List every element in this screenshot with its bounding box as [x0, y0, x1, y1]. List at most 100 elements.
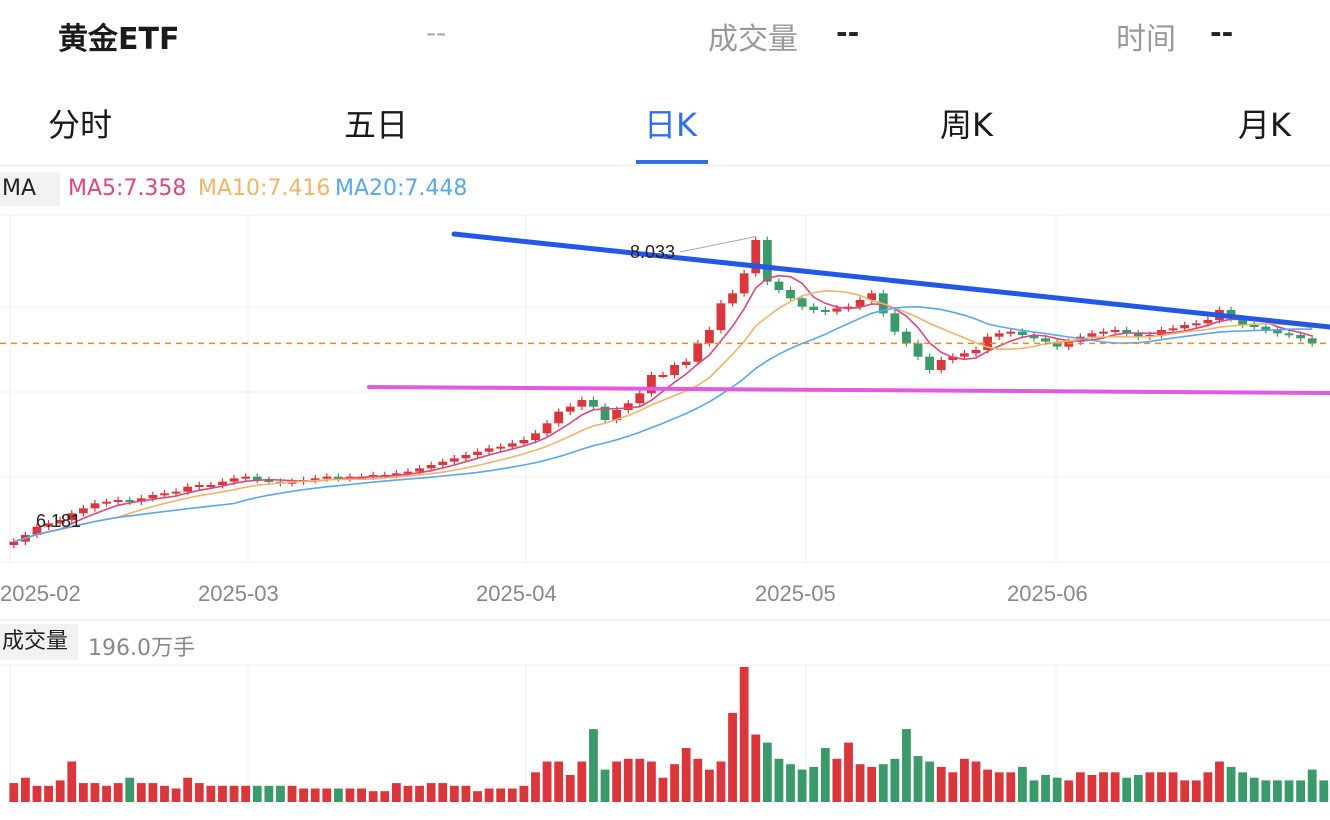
candle-body — [531, 433, 540, 440]
candle-body — [32, 526, 42, 535]
volume-bar — [577, 761, 587, 802]
volume-bar — [612, 761, 622, 802]
candle-body — [1041, 338, 1050, 342]
candle-body — [983, 336, 993, 350]
candle-body — [333, 476, 343, 479]
volume-bar — [44, 785, 53, 802]
candle-body — [183, 486, 193, 492]
x-tick-label: 2025-02 — [0, 581, 81, 606]
volume-bar — [1215, 761, 1224, 802]
volume-bar — [1319, 780, 1329, 802]
candle-body — [218, 481, 227, 485]
volume-bar — [1087, 775, 1097, 802]
volume-bar — [739, 667, 749, 802]
candle-body — [600, 406, 610, 420]
low-label: 6.181 — [36, 511, 81, 531]
volume-bar — [820, 748, 830, 802]
candle-body — [1261, 326, 1271, 330]
candle-body — [716, 303, 726, 330]
volume-bar — [1133, 775, 1143, 802]
tab-monthly-k[interactable]: 月K — [1238, 106, 1291, 144]
candle-body — [565, 406, 575, 412]
volume-bar — [391, 783, 401, 802]
candle-body — [1180, 325, 1190, 329]
volume-bar — [90, 783, 100, 802]
volume-bar — [438, 783, 448, 802]
volume-bar — [1052, 777, 1062, 802]
volume-bar — [693, 758, 703, 802]
volume-bar — [1191, 780, 1201, 802]
ma-indicator-tag[interactable]: MA — [0, 172, 60, 206]
candle-body — [391, 473, 401, 476]
candle-body — [739, 273, 749, 294]
volume-bar — [55, 780, 65, 802]
volume-bar — [762, 742, 772, 802]
candle-body — [67, 513, 77, 520]
x-tick-label: 2025-03 — [198, 581, 279, 606]
volume-bar — [554, 761, 564, 802]
candle-body — [403, 471, 413, 474]
volume-bar — [1110, 772, 1120, 802]
candle-body — [681, 361, 691, 365]
candle-body — [786, 290, 795, 299]
volume-bar — [1099, 772, 1108, 802]
candle-body — [322, 476, 332, 479]
volume-bar — [1006, 772, 1016, 802]
volume-bar — [994, 772, 1004, 802]
candle-body — [519, 440, 529, 444]
candle-body — [971, 350, 981, 354]
volume-bar — [1064, 780, 1074, 802]
volume-bar — [658, 777, 668, 802]
volume-bar — [102, 785, 111, 802]
volume-bar — [426, 783, 436, 802]
support-trendline — [367, 385, 1330, 395]
volume-bar — [902, 729, 911, 802]
candle-body — [1249, 325, 1259, 327]
volume-bar — [252, 785, 262, 802]
candle-body — [171, 491, 181, 494]
ma10-value: MA10:7.416 — [198, 176, 331, 201]
candle-body — [1168, 328, 1178, 331]
last-price: -- — [426, 16, 447, 49]
candle-body — [415, 468, 424, 472]
volume-indicator-tag[interactable]: 成交量 — [0, 624, 78, 660]
x-tick-label: 2025-06 — [1007, 581, 1088, 606]
volume-bar — [647, 761, 656, 802]
quote-header: 黄金ETF -- 成交量 -- 时间 -- — [0, 0, 1330, 72]
candle-body — [554, 411, 564, 424]
volume-bar — [936, 766, 946, 802]
volume-bar — [1226, 766, 1236, 802]
candle-body — [1087, 333, 1097, 337]
tab-weekly-k[interactable]: 周K — [940, 106, 993, 144]
candle-body — [577, 400, 587, 407]
candle-body — [670, 365, 679, 375]
volume-bar — [20, 777, 30, 802]
candle-body — [1203, 320, 1213, 324]
ma5-value: MA5:7.358 — [68, 176, 187, 201]
volume-bar — [160, 785, 169, 802]
tab-daily-k[interactable]: 日K — [644, 106, 697, 144]
candle-body — [902, 331, 911, 344]
candle-body — [658, 375, 668, 377]
x-tick-label: 2025-05 — [755, 581, 836, 606]
volume-bar — [218, 785, 227, 802]
volume-bar — [78, 783, 88, 802]
candle-body — [449, 458, 459, 462]
candle-body — [241, 476, 251, 479]
active-tab-indicator — [636, 160, 708, 164]
high-marker-line — [679, 236, 756, 253]
tab-five-day[interactable]: 五日 — [344, 106, 409, 144]
candle-body — [994, 333, 1004, 337]
volume-bar — [333, 788, 343, 802]
volume-bar — [496, 788, 506, 802]
candle-body — [867, 293, 877, 300]
volume-bar — [855, 764, 865, 802]
volume-bar — [32, 785, 42, 802]
volume-bar — [473, 791, 482, 802]
volume-bar — [925, 761, 935, 802]
volume-bar — [357, 788, 366, 802]
volume-bar — [1122, 777, 1132, 802]
tab-intraday[interactable]: 分时 — [48, 106, 113, 144]
volume-bar — [310, 788, 320, 802]
